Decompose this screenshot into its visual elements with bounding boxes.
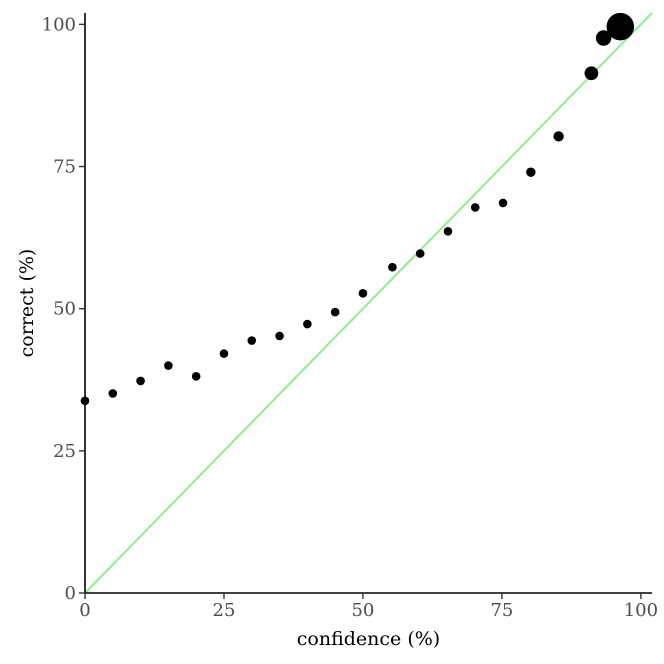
data-point bbox=[303, 319, 312, 329]
data-point bbox=[553, 131, 564, 142]
x-tick-label: 75 bbox=[490, 600, 513, 621]
y-tick-label: 25 bbox=[53, 441, 76, 462]
data-point bbox=[443, 227, 453, 236]
data-point bbox=[606, 12, 635, 41]
data-point bbox=[247, 336, 257, 345]
y-tick-label: 0 bbox=[65, 583, 76, 604]
data-point bbox=[136, 376, 145, 386]
x-axis-title: confidence (%) bbox=[297, 628, 440, 650]
reference-line bbox=[84, 12, 653, 594]
x-axis-ticks: 0 25 50 75 100 bbox=[79, 593, 658, 621]
x-tick-label: 50 bbox=[351, 600, 374, 621]
y-tick-label: 75 bbox=[53, 157, 76, 178]
data-point bbox=[358, 289, 368, 298]
data-point bbox=[219, 349, 229, 358]
data-point bbox=[388, 262, 397, 272]
data-point bbox=[526, 167, 536, 177]
y-axis-ticks: 0 25 50 75 100 bbox=[42, 14, 85, 604]
x-tick-label: 25 bbox=[213, 600, 236, 621]
y-tick-label: 100 bbox=[42, 14, 76, 35]
plot-area bbox=[80, 12, 653, 594]
y-axis-title: correct (%) bbox=[16, 249, 38, 358]
data-point bbox=[108, 389, 118, 398]
data-point bbox=[584, 66, 599, 81]
data-point bbox=[595, 30, 612, 46]
data-point bbox=[191, 372, 201, 381]
data-point bbox=[275, 331, 284, 341]
data-point bbox=[330, 307, 340, 317]
x-tick-label: 100 bbox=[624, 600, 658, 621]
data-point bbox=[415, 249, 425, 258]
x-tick-label: 0 bbox=[79, 600, 90, 621]
data-point bbox=[470, 203, 480, 212]
y-tick-label: 50 bbox=[53, 299, 76, 320]
data-point bbox=[164, 361, 173, 370]
data-point bbox=[498, 198, 508, 208]
